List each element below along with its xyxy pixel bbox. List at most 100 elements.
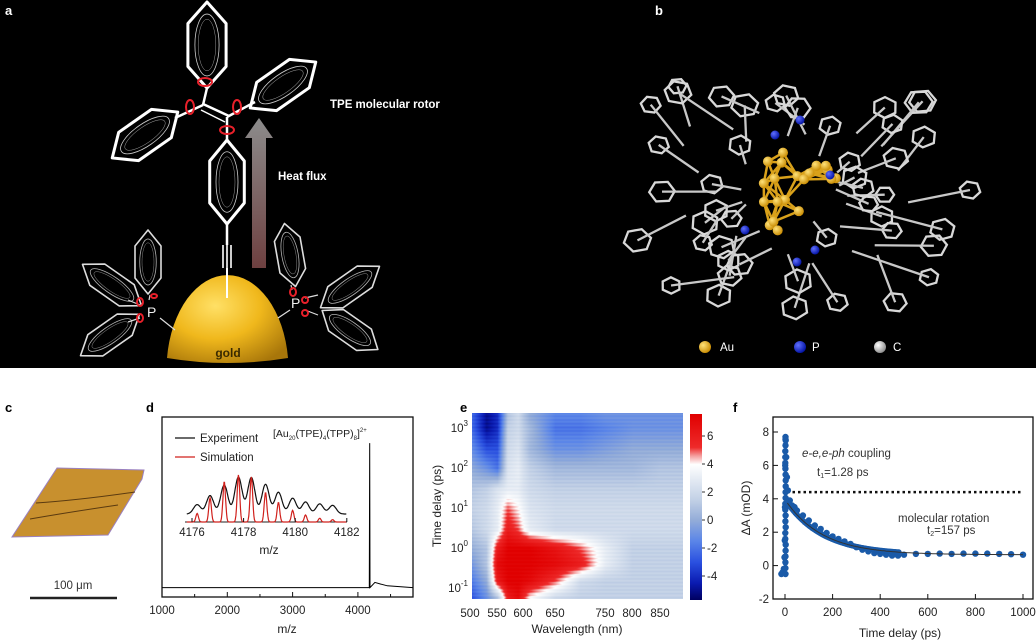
f-t1-label: t1=1.28 ps	[817, 467, 869, 480]
f-data-point	[783, 542, 789, 548]
f-plot-frame	[773, 417, 1033, 599]
formula-part: (TPP)	[326, 428, 353, 440]
panel-label-c: c	[5, 400, 12, 415]
au-atom	[799, 174, 809, 184]
fast-text: coupling	[845, 448, 891, 460]
d-x-axis-label: m/z	[277, 622, 296, 636]
f-data-point	[783, 524, 789, 530]
au-atom	[773, 225, 783, 235]
f-x-tick-label: 0	[782, 607, 788, 619]
f-x-tick-label: 1000	[1010, 607, 1036, 619]
e-y-tick-label: 101	[451, 499, 469, 515]
e-y-axis-label: Time delay (ps)	[430, 465, 444, 547]
d-x-tick-label: 3000	[280, 605, 306, 617]
f-x-tick-label: 800	[966, 607, 985, 619]
inset-x-tick-label: 4176	[179, 527, 205, 539]
e-y-tick-exponent: 0	[464, 539, 469, 548]
f-fast-process-label: e-e,e-ph coupling	[802, 448, 891, 460]
inset-x-tick-label: 4178	[231, 527, 257, 539]
e-y-tick-base: 10	[451, 463, 464, 475]
e-y-tick-label: 102	[451, 459, 469, 475]
panel-label-f: f	[733, 400, 738, 415]
e-x-tick-label: 850	[650, 608, 669, 620]
gold-label: gold	[215, 346, 240, 360]
legend-c: C	[893, 342, 901, 354]
f-data-point	[913, 551, 919, 557]
f-data-point	[984, 550, 990, 556]
legend-au: Au	[720, 342, 734, 354]
f-data-point	[782, 512, 788, 518]
e-y-tick-base: 10	[451, 543, 464, 555]
colorbar-tick-label: -2	[707, 543, 717, 555]
heat-flux-label: Heat flux	[278, 171, 327, 183]
legend-simulation: Simulation	[200, 452, 254, 464]
p-legend-ball-icon	[794, 341, 806, 353]
f-t2-label: t2=157 ps	[927, 525, 976, 538]
scale-bar-label: 100 μm	[54, 580, 93, 592]
f-data-point	[783, 477, 789, 483]
d-x-tick-label: 4000	[345, 605, 371, 617]
d-formula-annotation: [Au20(TPE)4(TPP)8]2+	[273, 428, 367, 442]
inset-x-tick-label: 4182	[334, 527, 360, 539]
p-atom	[826, 171, 835, 180]
e-x-tick-label: 750	[595, 608, 614, 620]
au-atom	[763, 156, 773, 166]
e-x-axis-label: Wavelength (nm)	[532, 622, 623, 636]
colorbar-tick-label: 2	[707, 487, 713, 499]
e-x-tick-label: 650	[545, 608, 564, 620]
formula-charge: 2+	[360, 428, 367, 434]
f-data-point	[782, 448, 788, 454]
formula-part: [Au	[273, 428, 289, 440]
p-atom	[741, 226, 750, 235]
crystal-micrograph: 100 μm	[12, 468, 144, 598]
mass-spectrum-chart: 1000 2000 3000 4000 m/z [Au20(TPE)4(TPP)8]2…	[149, 417, 413, 636]
e-y-tick-exponent: 3	[464, 419, 469, 428]
f-data-point	[782, 466, 788, 472]
f-data-point	[782, 571, 788, 577]
kinetics-chart: 0 200 400 600 800 1000 8 6 4 2 0 -2 e-e,e-ph coupli…	[739, 417, 1036, 640]
f-x-tick-label: 400	[871, 607, 890, 619]
au-atom	[773, 197, 783, 207]
figure: a b gold TPE molecular rotor Heat flux P…	[0, 0, 1036, 644]
f-data-point	[782, 553, 788, 559]
e-y-tick-exponent: 1	[464, 499, 469, 508]
e-y-tick-base: 10	[451, 503, 464, 515]
c-legend-ball-icon	[874, 341, 886, 353]
inset-simulation-line	[187, 475, 346, 522]
au-atom	[778, 148, 788, 158]
p-atom	[793, 258, 802, 267]
colorbar-tick-label: 6	[707, 431, 713, 443]
f-data-point	[782, 454, 788, 460]
f-data-point	[782, 559, 788, 565]
colorbar-tick-label: -4	[707, 571, 718, 583]
f-x-tick-label: 600	[918, 607, 937, 619]
panel-label-b: b	[655, 3, 663, 18]
au-atom	[759, 178, 769, 188]
au-legend-ball-icon	[699, 341, 711, 353]
legend-experiment: Experiment	[200, 433, 259, 445]
f-data-point	[782, 536, 788, 542]
fast-italic: e-e,e-ph	[802, 448, 845, 460]
legend-p: P	[812, 342, 820, 354]
p-atom	[811, 246, 820, 255]
e-y-tick-exponent: 2	[464, 459, 469, 468]
f-data-point	[782, 471, 788, 477]
au-atom	[794, 206, 804, 216]
d-x-tick-label: 2000	[215, 605, 241, 617]
e-x-tick-label: 550	[487, 608, 506, 620]
rotor-label: TPE molecular rotor	[330, 99, 440, 111]
panel-label-a: a	[5, 3, 13, 18]
crystal	[12, 468, 144, 537]
au-atom	[777, 158, 787, 168]
f-y-tick-label: 2	[763, 527, 769, 539]
e-y-tick-exponent: -1	[461, 579, 469, 588]
p-atom	[796, 116, 805, 125]
t2-value: =157 ps	[934, 525, 975, 537]
p-atom	[771, 131, 780, 140]
f-data-point	[782, 489, 788, 495]
f-y-tick-label: 8	[763, 427, 769, 439]
f-y-tick-label: 4	[763, 494, 770, 506]
e-y-tick-label: 103	[451, 419, 469, 435]
e-x-tick-label: 500	[460, 608, 479, 620]
f-y-tick-label: -2	[759, 594, 769, 606]
